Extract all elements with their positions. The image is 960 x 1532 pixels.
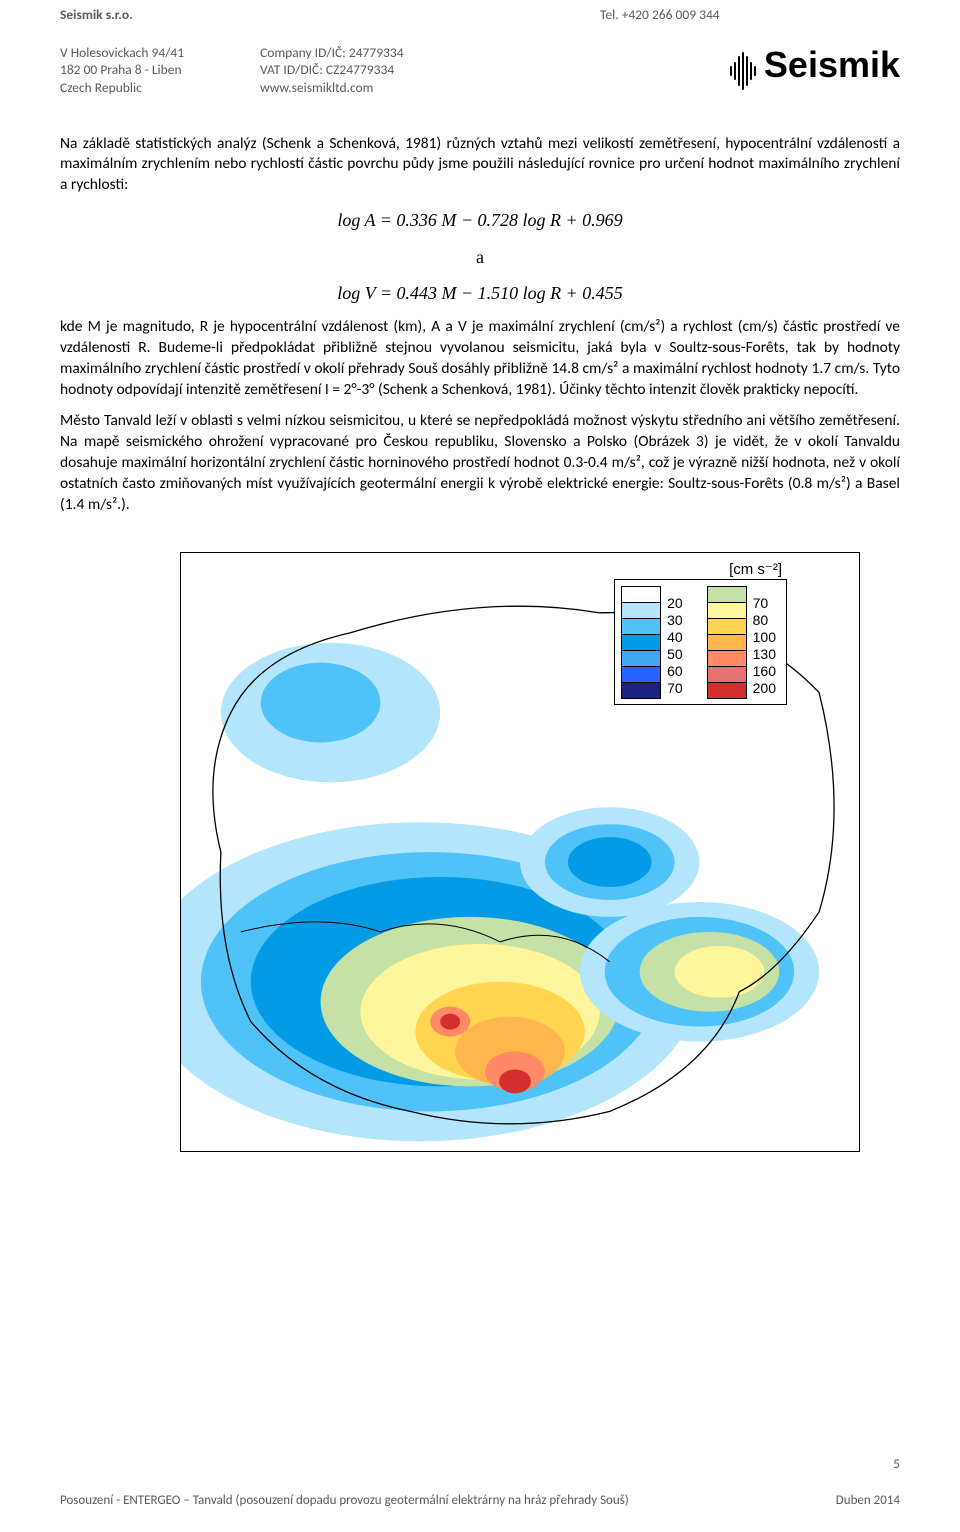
company-id: Company ID/IČ: 24779334 bbox=[260, 44, 510, 62]
legend-swatch bbox=[707, 618, 747, 635]
legend-swatch bbox=[707, 682, 747, 699]
legend-value: 130 bbox=[753, 646, 776, 663]
legend-value: 40 bbox=[667, 629, 683, 646]
legend-swatch bbox=[621, 618, 661, 635]
footer-left: Posouzení - ENTERGEO – Tanvald (posouzen… bbox=[60, 1493, 629, 1508]
logo: Seismik bbox=[720, 44, 900, 104]
page-number: 5 bbox=[893, 1455, 900, 1472]
vat-id: VAT ID/DIČ: CZ24779334 bbox=[260, 61, 510, 79]
legend-value: 100 bbox=[753, 629, 776, 646]
legend-value: 70 bbox=[667, 680, 683, 697]
legend-value: 30 bbox=[667, 612, 683, 629]
legend-swatch bbox=[707, 666, 747, 683]
conjunction-a: a bbox=[60, 245, 900, 269]
legend-value: 20 bbox=[667, 595, 683, 612]
legend-swatch bbox=[707, 602, 747, 619]
addr1: V Holesovickach 94/41 bbox=[60, 44, 260, 62]
paragraph-1: Na základě statistických analýz (Schenk … bbox=[60, 134, 900, 197]
legend-swatch bbox=[621, 666, 661, 683]
legend-value: 80 bbox=[753, 612, 776, 629]
formula-2: log V = 0.443 M − 1.510 log R + 0.455 bbox=[60, 281, 900, 305]
legend-value: 70 bbox=[753, 595, 776, 612]
legend-value: 50 bbox=[667, 646, 683, 663]
company-name: Seismik s.r.o. bbox=[60, 6, 133, 23]
legend-swatch bbox=[707, 634, 747, 651]
legend-swatch bbox=[621, 682, 661, 699]
paragraph-3: Město Tanvald leží v oblasti s velmi níz… bbox=[60, 411, 900, 516]
seismic-hazard-map: 12.014.016.018.020.022.024.0 12.014.016.… bbox=[180, 552, 860, 1152]
map-legend: [cm s⁻²] 203040506070 7080100130160200 bbox=[614, 579, 787, 705]
addr3: Czech Republic bbox=[60, 79, 260, 97]
legend-swatch bbox=[621, 634, 661, 651]
legend-swatch bbox=[707, 586, 747, 603]
legend-swatch bbox=[707, 650, 747, 667]
formula-1: log A = 0.336 M − 0.728 log R + 0.969 bbox=[60, 208, 900, 232]
logo-text: Seismik bbox=[764, 44, 900, 86]
tel: Tel. +420 266 009 344 bbox=[600, 6, 720, 23]
legend-value: 60 bbox=[667, 663, 683, 680]
legend-value: 200 bbox=[753, 680, 776, 697]
website: www.seismikltd.com bbox=[260, 79, 510, 97]
addr2: 182 00 Praha 8 - Liben bbox=[60, 61, 260, 79]
legend-swatch bbox=[621, 650, 661, 667]
footer-right: Duben 2014 bbox=[836, 1493, 900, 1508]
paragraph-2: kde M je magnitudo, R je hypocentrální v… bbox=[60, 317, 900, 401]
legend-swatch bbox=[621, 586, 661, 603]
legend-unit: [cm s⁻²] bbox=[729, 560, 782, 578]
legend-swatch bbox=[621, 602, 661, 619]
legend-value: 160 bbox=[753, 663, 776, 680]
